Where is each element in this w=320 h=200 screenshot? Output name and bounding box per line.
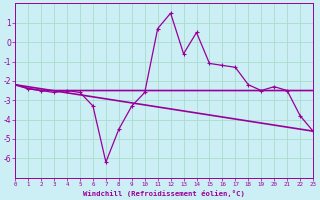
X-axis label: Windchill (Refroidissement éolien,°C): Windchill (Refroidissement éolien,°C) xyxy=(83,190,245,197)
